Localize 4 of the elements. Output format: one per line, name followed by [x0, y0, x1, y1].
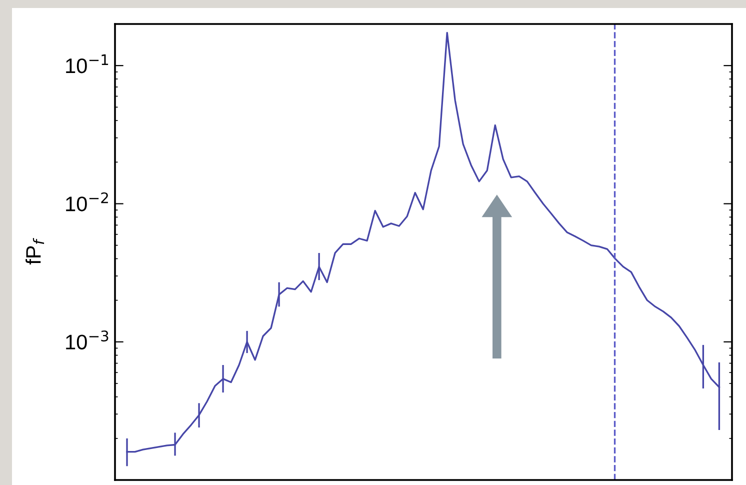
y-tick-label: 10$^{−1}$: [66, 54, 108, 74]
y-axis-title: fP$_{f}$: [26, 238, 44, 265]
y-tick-label: 10$^{−3}$: [66, 330, 108, 350]
y-tick-label: 10$^{−2}$: [66, 192, 108, 212]
